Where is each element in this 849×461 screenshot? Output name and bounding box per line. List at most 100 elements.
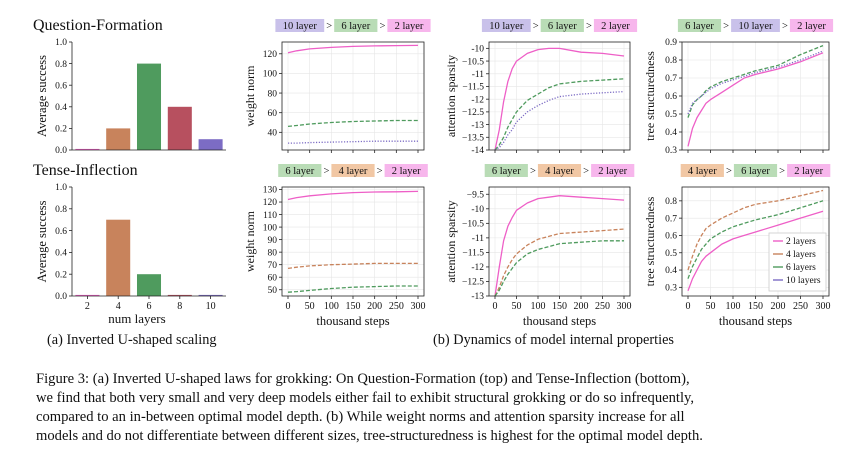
ranking-badge	[593, 19, 638, 32]
ranking-badge-label: 6 layer	[492, 166, 521, 177]
y-tick-label: 0.7	[665, 74, 677, 84]
ranking-separator: >	[533, 21, 539, 32]
ranking-badge-label: 6 layer	[285, 166, 314, 177]
y-axis-label: tree structuredness	[643, 51, 657, 141]
y-tick-label: 0.6	[665, 92, 677, 102]
bar-layers-4	[106, 128, 131, 150]
ranking-badge	[384, 164, 428, 177]
x-tick-label: 50	[706, 301, 716, 312]
chart-qf-tree: 0.3 0.4 0.5 0.6 0.7 0.8 0.9 tree structuredness	[643, 38, 829, 156]
x-tick-label: 150	[748, 301, 763, 312]
ranking-badge-label: 2 layer	[392, 166, 421, 177]
chart-ti-bar: Tense-Inflection 0.0 0.2 0.4 0.6 0.8 1.0 2 4 6 8 10…	[33, 162, 226, 326]
x-tick-label: 6	[147, 301, 152, 312]
y-tick-label: 80	[268, 89, 278, 99]
ranking-badge-label: 2 layer	[794, 166, 823, 177]
ranking-badge	[331, 164, 375, 177]
x-tick-label: 250	[793, 301, 808, 312]
x-tick-label: 8	[177, 301, 182, 312]
y-tick-label: 0.2	[55, 125, 67, 135]
series-line-4-layers	[287, 262, 418, 270]
chart-ti-attn-frame	[488, 186, 631, 297]
y-tick-label: -10	[471, 45, 484, 55]
y-tick-label: 60	[268, 109, 278, 119]
y-tick-label: 120	[263, 198, 278, 208]
chart-qf-attn: -14 −13.5 -13 −12.5 -12 −11.5 -11 −10.5 -10 atten…	[444, 42, 630, 156]
y-tick-label: 0.3	[665, 284, 677, 294]
series-line-4-layers	[687, 189, 824, 271]
qf-attn-ranking: 10 layer >6 layer >2 layer	[481, 19, 638, 32]
y-tick-label: 100	[263, 70, 278, 80]
y-tick-label: -10	[471, 205, 484, 215]
series-line-10-layers	[288, 140, 418, 144]
y-axis-label: weight norm	[243, 65, 257, 127]
chart-ti-tree-frame	[681, 186, 830, 297]
subcaption-a: (a) Inverted U-shaped scaling	[47, 332, 217, 348]
y-tick-label: 80	[268, 248, 278, 258]
series-line-2-layers	[687, 52, 824, 147]
series-line-10-layers	[494, 90, 625, 151]
caption-line: we find that both very small and very de…	[36, 390, 695, 406]
y-tick-label: 40	[268, 129, 278, 139]
ranking-separator: >	[379, 21, 385, 32]
bar-layers-10	[198, 139, 223, 150]
y-tick-label: −12.5	[462, 108, 484, 118]
y-tick-label: 1.0	[55, 183, 67, 193]
chart-qf-bar: Question-Formation 0.0 0.2 0.4 0.6 0.8 1.0 Aver…	[33, 17, 226, 156]
ranking-badge	[537, 164, 582, 177]
y-tick-label: 0.4	[55, 249, 67, 259]
y-tick-label: 0.4	[665, 266, 677, 276]
series-line-6-layers	[287, 285, 418, 293]
y-tick-label: -12	[471, 263, 484, 273]
x-axis-label: thousand steps	[719, 314, 792, 328]
caption-line: Figure 3: (a) Inverted U-shaped laws for…	[36, 371, 690, 387]
y-tick-label: −13.5	[462, 133, 484, 143]
chart-ti-attn: -13 −12.5 -12 −11.5 -11 −10.5 -10 −9.5 0 50 100 150…	[444, 187, 632, 328]
x-tick-label: 50	[305, 301, 315, 312]
y-tick-label: 0.8	[665, 197, 677, 207]
ranking-separator: >	[530, 166, 536, 177]
y-axis-label: tree structuredness	[643, 196, 657, 286]
x-tick-label: 0	[493, 301, 498, 312]
ranking-badge-label: 6 layer	[548, 21, 577, 32]
chart-qf-tree-frame	[681, 41, 830, 151]
caption-line: compared to an in-between optimal model …	[36, 409, 685, 425]
y-tick-label: 0.7	[665, 214, 677, 224]
legend-entry: 6 layers	[786, 263, 816, 273]
x-axis-label: thousand steps	[316, 314, 389, 328]
y-axis-label: attention sparsity	[444, 200, 458, 282]
series-line-4-layers	[494, 228, 625, 297]
series-line-10-layers	[687, 50, 824, 115]
chart-qf-weight-frame	[281, 41, 425, 151]
y-tick-label: 1.0	[55, 38, 67, 48]
chart-qf-attn-frame	[488, 41, 631, 151]
x-tick-label: 300	[411, 301, 426, 312]
ranking-badge	[334, 19, 378, 32]
ranking-badge-label: 4 layer	[339, 166, 368, 177]
y-tick-label: −10.5	[462, 57, 484, 67]
ranking-separator: >	[779, 166, 785, 177]
x-tick-label: 150	[552, 301, 567, 312]
ranking-separator: >	[726, 166, 732, 177]
ranking-badge-label: 2 layer	[598, 166, 627, 177]
ti-attn-ranking: 6 layer >4 layer >2 layer	[484, 164, 635, 177]
y-tick-label: 50	[268, 286, 278, 296]
ranking-separator: >	[723, 21, 729, 32]
legend-entry: 4 layers	[786, 250, 816, 260]
y-tick-label: −9.5	[467, 190, 484, 200]
x-tick-label: 50	[512, 301, 522, 312]
series-line-2-layers	[287, 44, 419, 54]
x-tick-label: 250	[595, 301, 610, 312]
ranking-badge-label: 6 layer	[685, 21, 714, 32]
ranking-badge-label: 6 layer	[741, 166, 770, 177]
ranking-badge-label: 6 layer	[341, 21, 370, 32]
qf-tree-ranking: 6 layer >10 layer >2 layer	[677, 19, 834, 32]
series-line-2-layers	[494, 195, 625, 297]
y-tick-label: −11.5	[462, 83, 484, 93]
x-tick-label: 200	[367, 301, 382, 312]
x-tick-label: 4	[116, 301, 121, 312]
caption-line: models and do not differentiate between …	[36, 428, 703, 444]
y-tick-label: -11	[472, 70, 485, 80]
series-line-2-layers	[687, 210, 824, 292]
